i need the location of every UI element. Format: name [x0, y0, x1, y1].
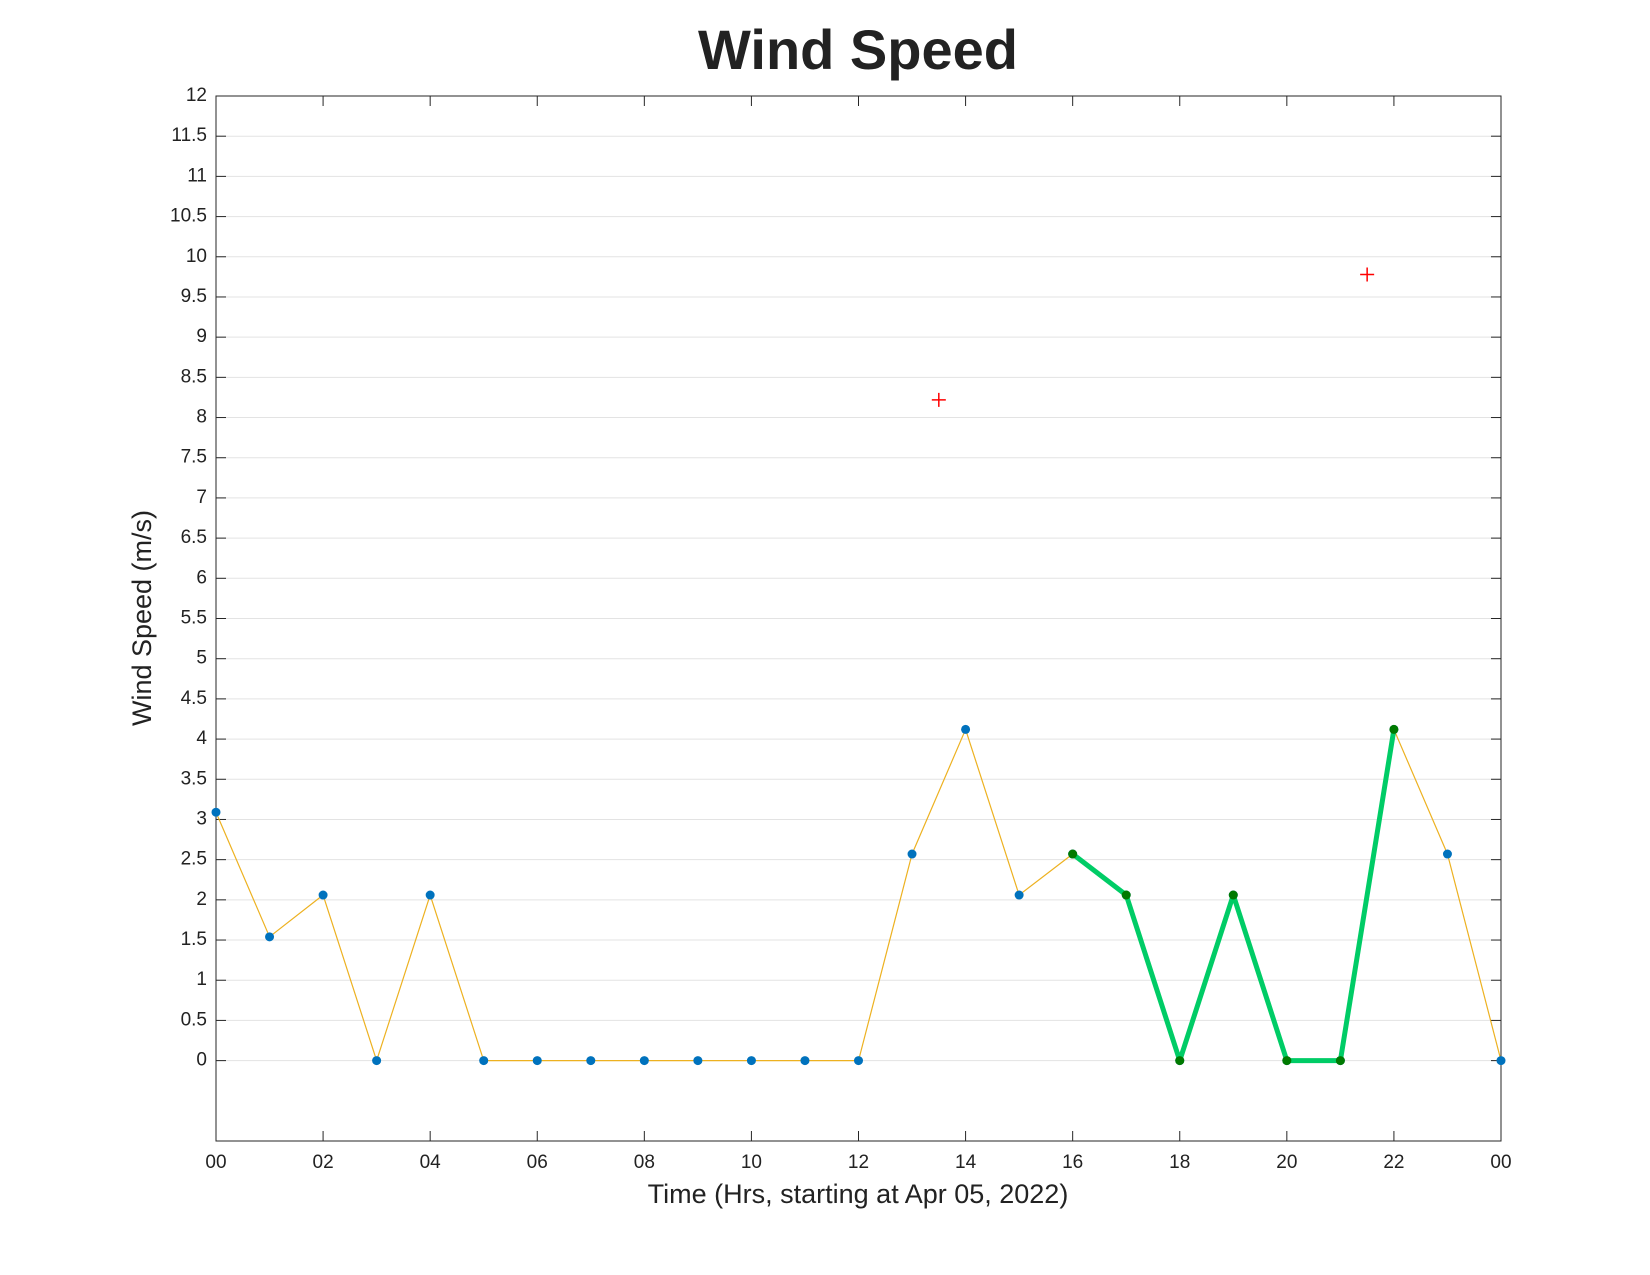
y-tick-label: 8	[196, 407, 207, 428]
y-tick-label: 3.5	[181, 768, 207, 789]
x-tick-label: 02	[313, 1152, 334, 1173]
x-axis-label: Time (Hrs, starting at Apr 05, 2022)	[648, 1179, 1069, 1209]
data-point	[211, 807, 221, 817]
data-point	[1442, 849, 1452, 859]
x-tick-label: 04	[420, 1152, 442, 1173]
y-tick-label: 7.5	[181, 447, 207, 468]
x-tick-label: 06	[527, 1152, 548, 1173]
data-point	[372, 1056, 382, 1066]
y-tick-label: 12	[186, 85, 207, 106]
y-tick-label: 8.5	[181, 366, 207, 387]
y-tick-label: 3	[196, 808, 207, 829]
data-point	[639, 1056, 649, 1066]
data-point	[800, 1056, 810, 1066]
y-tick-label: 11	[187, 165, 207, 186]
data-point	[532, 1056, 542, 1066]
y-tick-label: 0	[196, 1050, 207, 1071]
y-tick-label: 9.5	[181, 286, 207, 307]
data-point	[1175, 1056, 1185, 1066]
data-point	[318, 890, 328, 900]
y-tick-label: 10.5	[170, 206, 207, 227]
y-tick-label: 5.5	[181, 608, 207, 629]
x-tick-label: 08	[634, 1152, 655, 1173]
data-point	[425, 890, 435, 900]
y-tick-label: 2.5	[181, 849, 207, 870]
y-tick-label: 4	[196, 728, 207, 749]
y-axis-label: Wind Speed (m/s)	[127, 510, 157, 726]
data-point	[961, 724, 971, 734]
chart-title: Wind Speed	[698, 18, 1018, 81]
data-point	[1496, 1056, 1506, 1066]
data-point	[907, 849, 917, 859]
y-tick-label: 10	[186, 246, 207, 267]
plus-marker	[1360, 267, 1375, 282]
x-tick-label: 14	[955, 1152, 977, 1173]
x-tick-label: 18	[1169, 1152, 1190, 1173]
y-tick-label: 1.5	[181, 929, 207, 950]
data-point	[1068, 849, 1078, 859]
y-tick-label: 1	[196, 969, 207, 990]
data-point	[1121, 890, 1131, 900]
data-point	[265, 932, 275, 942]
x-tick-label: 00	[205, 1152, 226, 1173]
x-tick-label: 22	[1383, 1152, 1404, 1173]
y-tick-label: 11.5	[171, 125, 207, 146]
y-tick-label: 9	[196, 326, 207, 347]
data-point	[1335, 1056, 1345, 1066]
data-point	[1228, 890, 1238, 900]
y-tick-label: 5	[196, 648, 207, 669]
data-point	[693, 1056, 703, 1066]
x-tick-label: 00	[1490, 1152, 1511, 1173]
x-tick-label: 16	[1062, 1152, 1083, 1173]
y-tick-label: 0.5	[181, 1009, 207, 1030]
y-tick-label: 6.5	[181, 527, 207, 548]
data-point	[586, 1056, 596, 1066]
x-tick-label: 10	[741, 1152, 762, 1173]
data-point	[1014, 890, 1024, 900]
data-point	[479, 1056, 489, 1066]
x-tick-label: 20	[1276, 1152, 1297, 1173]
y-tick-label: 6	[196, 567, 207, 588]
data-point	[854, 1056, 863, 1066]
data-point	[1282, 1056, 1292, 1066]
y-tick-label: 2	[196, 889, 207, 910]
y-tick-label: 4.5	[181, 688, 207, 709]
data-point	[746, 1056, 756, 1066]
plus-marker	[931, 392, 946, 407]
data-point	[1389, 724, 1399, 734]
y-tick-label: 7	[196, 487, 207, 508]
x-tick-label: 12	[848, 1152, 869, 1173]
plot-frame	[215, 95, 1502, 1142]
